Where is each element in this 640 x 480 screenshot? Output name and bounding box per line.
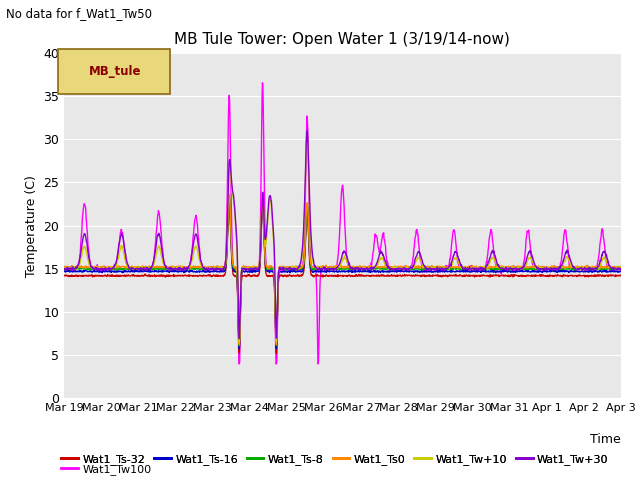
Legend: Wat1_Tw100: Wat1_Tw100 xyxy=(57,459,156,479)
Text: No data for f_Wat1_Tw50: No data for f_Wat1_Tw50 xyxy=(6,7,152,20)
Text: Time: Time xyxy=(590,433,621,446)
FancyBboxPatch shape xyxy=(58,49,170,94)
Title: MB Tule Tower: Open Water 1 (3/19/14-now): MB Tule Tower: Open Water 1 (3/19/14-now… xyxy=(175,33,510,48)
Text: MB_tule: MB_tule xyxy=(89,65,141,78)
Legend: Wat1_Ts-32, Wat1_Ts-16, Wat1_Ts-8, Wat1_Ts0, Wat1_Tw+10, Wat1_Tw+30: Wat1_Ts-32, Wat1_Ts-16, Wat1_Ts-8, Wat1_… xyxy=(57,450,613,469)
Y-axis label: Temperature (C): Temperature (C) xyxy=(25,175,38,276)
